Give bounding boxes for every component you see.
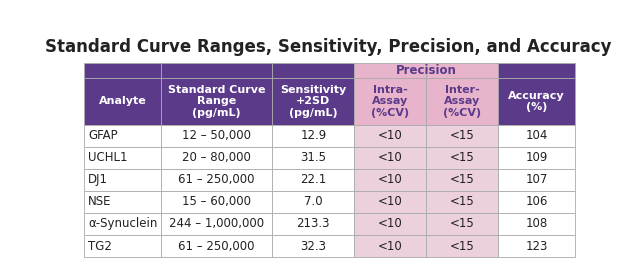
Bar (355, 124, 426, 147)
Bar (355, 235, 426, 257)
Bar (84, 235, 161, 257)
Bar (355, 213, 426, 235)
Bar (355, 191, 426, 213)
Bar (161, 213, 273, 235)
Bar (355, 147, 426, 169)
Bar (161, 63, 273, 78)
Text: 123: 123 (525, 239, 548, 253)
Bar (498, 124, 575, 147)
Text: 22.1: 22.1 (300, 173, 326, 186)
Text: 15 – 60,000: 15 – 60,000 (182, 195, 251, 208)
Bar (273, 235, 355, 257)
Text: <10: <10 (378, 239, 403, 253)
Text: Analyte: Analyte (99, 96, 147, 106)
Bar (84, 63, 161, 78)
Text: <15: <15 (450, 151, 474, 164)
Text: <10: <10 (378, 218, 403, 230)
Bar (426, 235, 498, 257)
Text: 109: 109 (525, 151, 548, 164)
Bar (426, 63, 498, 78)
Bar (498, 169, 575, 191)
Text: 244 – 1,000,000: 244 – 1,000,000 (169, 218, 264, 230)
Bar (498, 213, 575, 235)
Bar (161, 235, 273, 257)
Bar (161, 78, 273, 124)
Bar (426, 213, 498, 235)
Text: Sensitivity
+2SD
(pg/mL): Sensitivity +2SD (pg/mL) (280, 85, 346, 118)
Bar (161, 124, 273, 147)
Bar (426, 169, 498, 191)
Bar (84, 147, 161, 169)
Bar (273, 147, 355, 169)
Bar (426, 78, 498, 124)
Text: <15: <15 (450, 218, 474, 230)
Text: Precision: Precision (396, 64, 457, 77)
Text: <10: <10 (378, 173, 403, 186)
Bar (84, 191, 161, 213)
Bar (161, 191, 273, 213)
Bar (355, 63, 426, 78)
Text: <15: <15 (450, 173, 474, 186)
Bar (273, 213, 355, 235)
Text: <10: <10 (378, 151, 403, 164)
Bar (84, 124, 161, 147)
Text: 106: 106 (525, 195, 548, 208)
Text: 61 – 250,000: 61 – 250,000 (179, 239, 255, 253)
Text: <15: <15 (450, 129, 474, 142)
Bar (273, 124, 355, 147)
Text: 213.3: 213.3 (296, 218, 330, 230)
Text: DJ1: DJ1 (88, 173, 108, 186)
Text: <10: <10 (378, 129, 403, 142)
Bar (426, 147, 498, 169)
Bar (498, 191, 575, 213)
Text: NSE: NSE (88, 195, 111, 208)
Bar (161, 147, 273, 169)
Text: 7.0: 7.0 (304, 195, 323, 208)
Text: <10: <10 (378, 195, 403, 208)
Text: 20 – 80,000: 20 – 80,000 (182, 151, 251, 164)
Bar (84, 213, 161, 235)
Bar (355, 169, 426, 191)
Text: α-Synuclein: α-Synuclein (88, 218, 157, 230)
Text: 107: 107 (525, 173, 548, 186)
Text: Standard Curve Ranges, Sensitivity, Precision, and Accuracy: Standard Curve Ranges, Sensitivity, Prec… (45, 38, 611, 56)
Text: TG2: TG2 (88, 239, 112, 253)
Text: 108: 108 (525, 218, 548, 230)
Bar (273, 169, 355, 191)
Text: 12 – 50,000: 12 – 50,000 (182, 129, 251, 142)
Bar (84, 169, 161, 191)
Text: <15: <15 (450, 195, 474, 208)
Bar (161, 169, 273, 191)
Text: Inter-
Assay
(%CV): Inter- Assay (%CV) (443, 85, 481, 118)
Bar (273, 63, 355, 78)
Bar (498, 235, 575, 257)
Text: Intra-
Assay
(%CV): Intra- Assay (%CV) (371, 85, 410, 118)
Bar (498, 147, 575, 169)
Text: GFAP: GFAP (88, 129, 118, 142)
Bar (498, 78, 575, 124)
Text: 61 – 250,000: 61 – 250,000 (179, 173, 255, 186)
Text: 12.9: 12.9 (300, 129, 326, 142)
Bar (426, 191, 498, 213)
Text: 32.3: 32.3 (300, 239, 326, 253)
Text: 104: 104 (525, 129, 548, 142)
Bar (498, 63, 575, 78)
Bar (355, 78, 426, 124)
Text: UCHL1: UCHL1 (88, 151, 127, 164)
Text: Accuracy
(%): Accuracy (%) (508, 91, 565, 112)
Bar (273, 191, 355, 213)
Text: 31.5: 31.5 (300, 151, 326, 164)
Bar (426, 124, 498, 147)
Text: Standard Curve
Range
(pg/mL): Standard Curve Range (pg/mL) (168, 85, 266, 118)
Bar (273, 78, 355, 124)
Bar (84, 78, 161, 124)
Text: <15: <15 (450, 239, 474, 253)
